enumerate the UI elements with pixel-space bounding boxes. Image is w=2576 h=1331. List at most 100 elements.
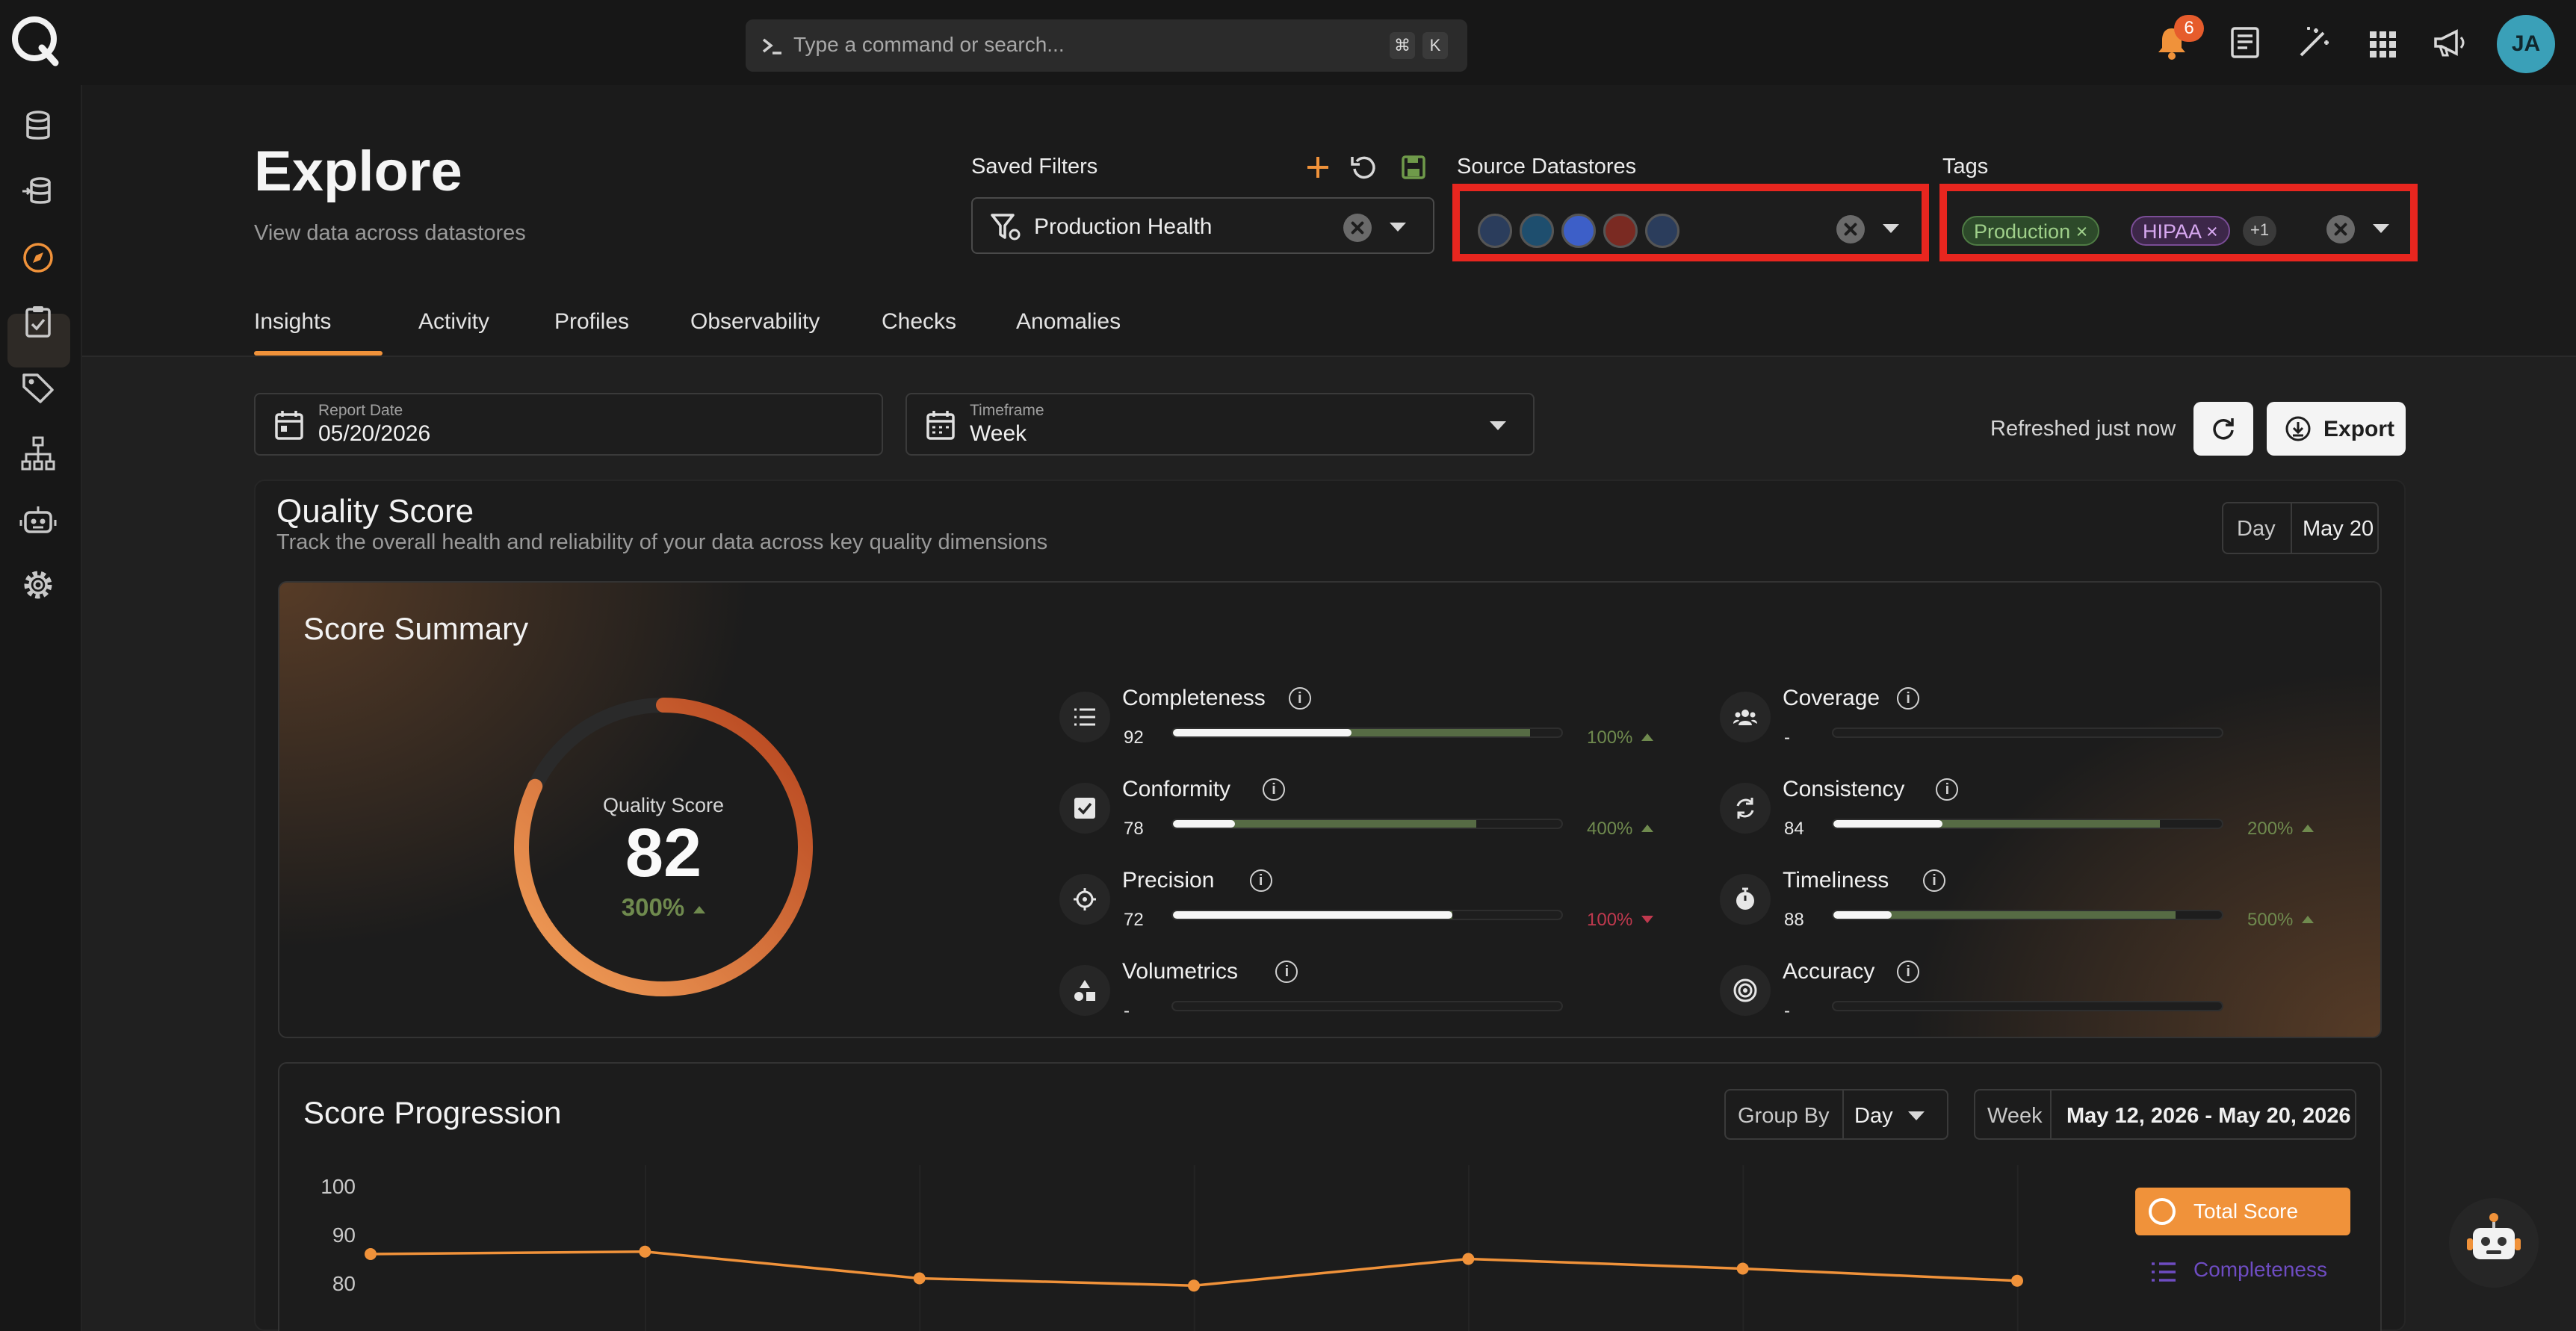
postgresql-datastore-icon: [1478, 214, 1512, 248]
refresh-button[interactable]: [2193, 402, 2253, 456]
saved-filters-select[interactable]: Production Health: [971, 197, 1434, 254]
sidebar-checks-clipboard-icon[interactable]: [18, 302, 58, 342]
source-datastores-select[interactable]: [1452, 184, 1929, 261]
clear-tags-icon[interactable]: [2326, 215, 2355, 243]
tab-profiles[interactable]: Profiles: [554, 309, 630, 334]
docs-icon[interactable]: [2225, 22, 2265, 63]
sidebar-flows-hierarchy-icon[interactable]: [18, 433, 58, 474]
metric-bar-previous: [1833, 820, 2160, 828]
magic-wand-icon[interactable]: [2294, 22, 2334, 63]
trend-up-icon: [1641, 825, 1654, 832]
metric-icon-badge-volumetrics: [1059, 965, 1110, 1016]
metric-delta-conformity: 400%: [1587, 819, 1654, 840]
chevron-down-icon[interactable]: [1908, 1111, 1925, 1120]
sidebar-tags-icon[interactable]: [18, 367, 58, 408]
robot-icon: [2467, 1213, 2521, 1259]
week-divider: [2050, 1090, 2052, 1138]
info-icon[interactable]: i: [1936, 778, 1959, 801]
metric-icon-badge-precision: [1059, 874, 1110, 925]
metric-delta-timeliness: 500%: [2247, 910, 2315, 931]
chevron-down-icon[interactable]: [1883, 224, 1899, 233]
data-point[interactable]: [1462, 1253, 1475, 1265]
group-by-value: Day: [1854, 1104, 1893, 1128]
chevron-down-icon[interactable]: [1490, 421, 1506, 430]
info-icon[interactable]: i: [1897, 687, 1920, 710]
day-selector[interactable]: Day May 20: [2222, 502, 2379, 554]
metric-name-completeness: Completeness: [1122, 686, 1266, 710]
trend-up-icon: [2302, 916, 2315, 923]
metric-value-consistency: 84: [1784, 819, 1804, 839]
data-point[interactable]: [365, 1248, 377, 1260]
metric-delta-precision: 100%: [1587, 910, 1654, 931]
user-avatar[interactable]: JA: [2497, 15, 2555, 73]
metric-bar-current: [1173, 729, 1352, 736]
list-icon: [1074, 708, 1095, 726]
info-icon[interactable]: i: [1923, 869, 1945, 892]
sidebar-settings-gear-icon[interactable]: [18, 565, 58, 605]
gauge-arc: [514, 698, 813, 996]
chevron-down-icon[interactable]: [1390, 223, 1406, 232]
apps-grid-icon[interactable]: [2362, 22, 2403, 63]
tab-activity[interactable]: Activity: [418, 309, 490, 334]
tag-chip-hipaa[interactable]: HIPAA ×: [2131, 216, 2230, 246]
score-progression-chart: 100 90 80: [321, 1165, 2023, 1331]
metric-bar-timeliness: [1832, 910, 2223, 920]
sidebar-agent-robot-icon[interactable]: [18, 500, 58, 541]
reset-filter-icon[interactable]: [1349, 152, 1379, 182]
metric-name-conformity: Conformity: [1122, 777, 1231, 801]
sidebar-datastores-icon[interactable]: [18, 106, 58, 146]
quality-score-value: 82: [625, 815, 702, 891]
data-point[interactable]: [639, 1245, 651, 1258]
info-icon[interactable]: i: [1263, 778, 1285, 801]
calendar-icon: [926, 411, 955, 440]
metric-icon-badge-timeliness: [1720, 874, 1771, 925]
metric-bar-volumetrics: [1171, 1001, 1563, 1011]
tags-more-count[interactable]: +1: [2243, 216, 2277, 246]
info-icon[interactable]: i: [1249, 869, 1272, 892]
y-tick-label: 100: [321, 1175, 356, 1198]
metric-name-accuracy: Accuracy: [1783, 959, 1875, 984]
timeframe-select[interactable]: Timeframe Week: [905, 393, 1535, 456]
snowflake-datastore-icon: [1520, 214, 1554, 248]
legend-completeness-label: Completeness: [2193, 1258, 2327, 1281]
data-point[interactable]: [913, 1272, 926, 1285]
tab-checks[interactable]: Checks: [882, 309, 957, 334]
sidebar-active-indicator: [7, 314, 70, 367]
target-icon: [1733, 978, 1757, 1002]
info-icon[interactable]: i: [1897, 961, 1920, 983]
tab-anomalies[interactable]: Anomalies: [1016, 309, 1121, 334]
saved-filters-label: Saved Filters: [971, 155, 1098, 179]
week-range-selector[interactable]: Week May 12, 2026 - May 20, 2026: [1974, 1089, 2356, 1140]
save-filter-icon[interactable]: [1399, 152, 1428, 182]
group-by-select[interactable]: Group By Day: [1724, 1089, 1948, 1140]
cmd-key-hint: ⌘: [1390, 32, 1415, 59]
info-icon[interactable]: i: [1288, 687, 1311, 710]
data-point[interactable]: [1188, 1279, 1200, 1292]
sidebar-enrichment-icon[interactable]: [18, 172, 58, 212]
tab-observability[interactable]: Observability: [690, 309, 820, 334]
export-button[interactable]: Export: [2267, 402, 2406, 456]
legend-total-score[interactable]: Total Score: [2135, 1188, 2350, 1235]
export-label: Export: [2323, 417, 2395, 441]
gauge-label: Quality Score: [602, 794, 725, 816]
data-point[interactable]: [1736, 1262, 1749, 1275]
clear-datastores-icon[interactable]: [1836, 215, 1865, 243]
megaphone-icon[interactable]: [2430, 22, 2470, 63]
info-icon[interactable]: i: [1275, 961, 1298, 983]
qualytics-logo[interactable]: [9, 13, 63, 67]
tags-select[interactable]: Production × HIPAA × +1: [1939, 184, 2418, 261]
add-filter-plus-icon[interactable]: [1303, 152, 1333, 182]
report-date-label: Report Date: [318, 402, 403, 419]
tab-insights[interactable]: Insights: [254, 309, 332, 334]
metric-bar-coverage: [1832, 727, 2223, 738]
command-search-input[interactable]: Type a command or search... ⌘ K: [746, 19, 1467, 72]
legend-completeness[interactable]: Completeness: [2149, 1256, 2373, 1286]
sidebar: [0, 85, 82, 1331]
data-point[interactable]: [2011, 1274, 2023, 1287]
chevron-down-icon[interactable]: [2373, 224, 2389, 233]
report-date-picker[interactable]: Report Date 05/20/2026: [254, 393, 883, 456]
tag-chip-production[interactable]: Production ×: [1962, 216, 2100, 246]
clear-saved-filter-icon[interactable]: [1343, 214, 1372, 242]
sidebar-explore-compass-icon[interactable]: [18, 238, 58, 278]
assistant-bot-button[interactable]: [2449, 1198, 2539, 1288]
